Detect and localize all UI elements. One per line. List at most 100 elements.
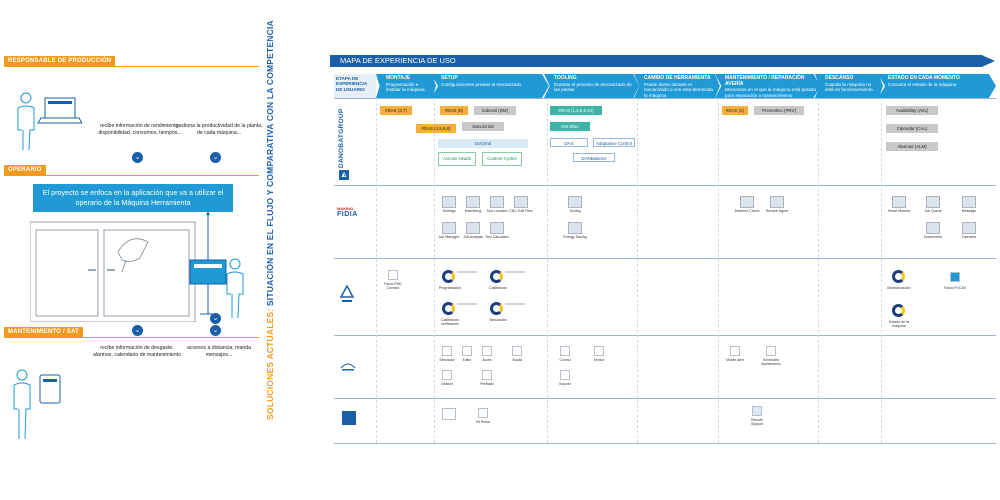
item-das-mantenimiento[interactable]: #DAS (2) [722, 106, 748, 115]
item-preventivo[interactable]: Preventivo (PRV) [754, 106, 804, 115]
fidia-app-icon[interactable] [490, 270, 503, 283]
item-calendar[interactable]: Calendar (CAL) [886, 124, 938, 133]
app-tile-label: Energy Saving [563, 235, 587, 239]
app-tile-icon[interactable] [740, 196, 754, 208]
item-dogrind[interactable]: DoGrind [438, 139, 528, 148]
app-icon[interactable] [442, 346, 452, 356]
fidia-app-icon[interactable] [490, 302, 503, 315]
app-tile-icon[interactable] [962, 196, 976, 208]
production-manager-figure [17, 92, 82, 151]
chevron-down-icon[interactable]: ⌄ [132, 325, 143, 336]
app-tile-icon[interactable] [442, 196, 456, 208]
vertical-title-blue: SITUACIÓN EN EL FLUJO Y COMPARATIVA CON … [265, 20, 275, 307]
danobat-logo-icon: ◭ [339, 170, 349, 180]
app-icon[interactable] [482, 370, 492, 380]
brand-makino: MAKINO FIDIA [337, 206, 367, 218]
divider [4, 175, 259, 176]
app-tile-icon[interactable] [514, 196, 528, 208]
app-tile-label: Job Manager [438, 235, 460, 239]
app-icon[interactable] [950, 272, 960, 282]
item-das-setup[interactable]: #DAS (8) [440, 106, 468, 115]
app-icon[interactable] [512, 346, 522, 356]
fidia-app-icon[interactable] [892, 304, 905, 317]
app-icon[interactable] [560, 346, 570, 356]
role-label-maintenance: MANTENIMIENTO / SAT [4, 327, 83, 337]
app-icon[interactable] [442, 408, 456, 420]
grid-col-line [376, 98, 377, 443]
app-label: Remote Support [751, 418, 763, 426]
app-tile-icon[interactable] [490, 222, 504, 234]
item-das-tooling-2[interactable]: DAS [550, 138, 588, 147]
fidia-app-icon[interactable] [442, 302, 455, 315]
machine-tool-illustration [30, 212, 244, 322]
item-adaptative-control[interactable]: Adaptative Control [593, 138, 635, 147]
phase-name: ESTADO EN CADA MOMENTO [888, 75, 960, 81]
divider [4, 337, 259, 338]
item-alarmas[interactable]: Alarmas (ALM) [886, 142, 938, 151]
item-danogrind[interactable]: DanoGrind [462, 122, 504, 131]
app-tile-icon[interactable] [926, 196, 940, 208]
chevron-down-icon[interactable]: ⌄ [210, 152, 221, 163]
app-tile-icon[interactable] [962, 222, 976, 234]
fidia-app-icon[interactable] [892, 270, 905, 283]
vertical-title-orange: SOLUCIONES ACTUALES: [265, 308, 275, 420]
app-icon[interactable] [752, 406, 762, 416]
fidia-app-label: Monitorización [887, 286, 911, 290]
app-tile-icon[interactable] [770, 196, 784, 208]
item-das-tooling[interactable]: #DAS (1,5,6,8,10) [550, 106, 602, 115]
chevron-down-icon[interactable]: ⌄ [210, 313, 221, 324]
grid-row-line [334, 335, 996, 336]
app-tile-label: Machining [464, 209, 482, 213]
grid-row-line [334, 185, 996, 186]
item-accuss-heads[interactable]: Accuss Heads [438, 152, 476, 166]
app-icon[interactable] [462, 346, 472, 356]
app-icon[interactable] [560, 370, 570, 380]
grid-row-line [334, 443, 996, 444]
description-line [505, 271, 525, 273]
grid-row-line [334, 398, 996, 399]
brand-small-logo-icon [338, 358, 358, 374]
app-tile-label: Settings [442, 209, 456, 213]
app-tile-icon[interactable] [926, 222, 940, 234]
divider [4, 66, 259, 67]
fidia-app-icon[interactable] [442, 270, 455, 283]
app-label: Sensor [593, 358, 605, 362]
app-tile-icon[interactable] [466, 196, 480, 208]
item-das-montaje[interactable]: #DAS (3,7) [380, 106, 412, 115]
app-icon[interactable] [388, 270, 398, 280]
production-note-1: recibe información de rendimiento, dispo… [98, 123, 182, 136]
chevron-down-icon[interactable]: ⌄ [132, 152, 143, 163]
app-tile-icon[interactable] [568, 196, 582, 208]
item-danbalance[interactable]: DANBalance [573, 153, 615, 162]
maintenance-note-2: accesos a distancia, manda mensajes... [186, 345, 251, 358]
app-icon[interactable] [594, 346, 604, 356]
app-tile-label: Tool Location [486, 209, 508, 213]
phase-name: MONTAJE [386, 75, 411, 81]
app-label: Soporte [559, 382, 571, 386]
phase-montaje: MONTAJE Programación e instalar la máquin… [376, 74, 436, 98]
app-icon[interactable] [766, 346, 776, 356]
grid-col-line [547, 98, 548, 443]
app-icon[interactable] [478, 408, 488, 418]
app-tile-icon[interactable] [442, 222, 456, 234]
fidia-app-label: Estado de la máquina [889, 320, 909, 328]
brand-square-logo-icon [342, 411, 356, 425]
item-custom-cycles[interactable]: Custom Cycles [482, 152, 522, 166]
cloud-icon[interactable] [482, 346, 492, 356]
app-label: Acces [482, 358, 492, 362]
app-icon[interactable] [442, 370, 452, 380]
item-availability[interactable]: Availability (AVL) [886, 106, 938, 115]
app-tile-icon[interactable] [568, 222, 582, 234]
chevron-down-icon[interactable]: ⌄ [210, 325, 221, 336]
brand-danobatgroup: DANOBATGROUP ◭ [336, 109, 354, 180]
item-indexnil[interactable]: Indexnil (DM) [474, 106, 516, 115]
map-title: MAPA DE EXPERIENCIA DE USO [330, 55, 995, 67]
app-tile-icon[interactable] [892, 196, 906, 208]
app-tile-icon[interactable] [490, 196, 504, 208]
grid-row-line [334, 258, 996, 259]
app-tile-icon[interactable] [466, 222, 480, 234]
item-idk-blue[interactable]: IDK-Blue [550, 122, 590, 131]
app-label: Perfilado [480, 382, 494, 386]
app-icon[interactable] [730, 346, 740, 356]
item-das-setup-2[interactable]: #DAS (4,5,6,8) [416, 124, 456, 133]
